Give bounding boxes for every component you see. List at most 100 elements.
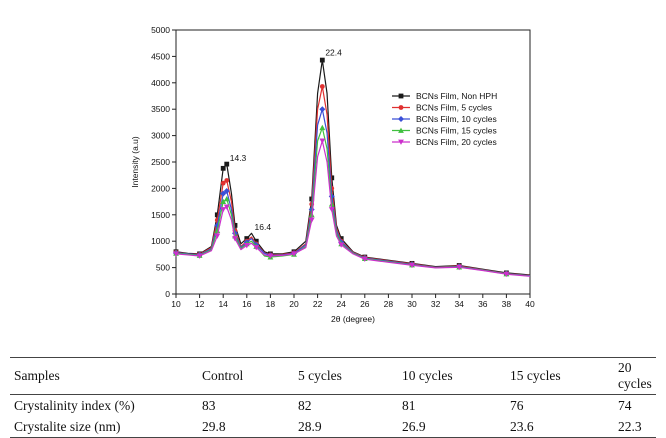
y-axis-title: Intensity (a.u) [130, 136, 140, 188]
data-point [220, 207, 227, 213]
data-point [329, 175, 335, 181]
data-point [291, 251, 297, 257]
table-cell: Crystalinity index (%) [14, 397, 135, 413]
legend-label: BCNs Film, 10 cycles [416, 114, 497, 124]
table-cell: 74 [618, 397, 632, 413]
data-point [328, 207, 335, 213]
table-cell: 22.3 [618, 418, 642, 434]
x-axis-title: 2θ (degree) [331, 314, 375, 324]
table-header-cell: Control [202, 368, 244, 383]
x-tick-label: 12 [195, 299, 205, 309]
axes-layer: 10 12 14 16 18 20 22 24 26 28 30 32 34 36 38 40 0 500 1000… [151, 25, 535, 309]
y-tick-label: 1000 [151, 236, 170, 246]
y-tick-label: 3000 [151, 131, 170, 141]
x-tick-label: 10 [171, 299, 181, 309]
x-tick-label: 14 [218, 299, 228, 309]
data-point [224, 161, 230, 167]
table-cell: 83 [202, 397, 216, 413]
table-cell: Crystalite size (nm) [14, 418, 121, 434]
legend-label: BCNs Film, 20 cycles [416, 137, 497, 147]
data-point [398, 139, 404, 145]
data-point [253, 238, 259, 244]
data-point [223, 188, 230, 195]
peak-label: 14.3 [230, 153, 247, 163]
data-point [456, 264, 463, 271]
series-layer [173, 57, 531, 278]
data-point [398, 105, 404, 110]
data-point [220, 165, 226, 171]
table-cell: 26.9 [402, 418, 426, 434]
table-row: Crystalinity index (%) 83 82 81 76 74 [10, 395, 656, 417]
annotations-layer: 14.3 16.4 22.4 [230, 47, 342, 232]
data-point [220, 198, 227, 204]
data-point [253, 245, 260, 251]
table-header-cell: 20 cycles [618, 360, 652, 391]
data-point [338, 242, 345, 248]
table-header-row: Samples Control 5 cycles 10 cycles 15 cy… [10, 357, 656, 395]
x-tick-label: 18 [266, 299, 276, 309]
legend-label: BCNs Film, Non HPH [416, 91, 497, 101]
table-row: Crystalite size (nm) 29.8 28.9 26.9 23.6… [10, 416, 656, 438]
x-tick-label: 40 [525, 299, 535, 309]
x-tick-label: 22 [313, 299, 323, 309]
data-point [223, 196, 230, 202]
x-tick-label: 34 [454, 299, 464, 309]
x-tick-label: 36 [478, 299, 488, 309]
data-point [503, 271, 510, 278]
table-cell: 23.6 [510, 418, 534, 434]
table-header-cell: Samples [14, 368, 60, 383]
table-cell: 81 [402, 397, 416, 413]
table-cell: 28.9 [298, 418, 322, 434]
peak-label: 16.4 [255, 222, 272, 232]
x-tick-label: 28 [384, 299, 394, 309]
data-point [232, 222, 238, 228]
y-tick-label: 3500 [151, 104, 170, 114]
data-point [214, 233, 221, 239]
data-point [398, 93, 404, 99]
x-tick-label: 32 [431, 299, 441, 309]
data-point [232, 236, 238, 242]
data-point [173, 251, 179, 257]
data-point [220, 180, 226, 186]
data-point [409, 262, 415, 269]
data-point [319, 106, 326, 113]
data-point [220, 190, 227, 197]
data-point [308, 217, 315, 223]
table-cell: 76 [510, 397, 524, 413]
y-tick-label: 2000 [151, 183, 170, 193]
table-cell: 82 [298, 397, 312, 413]
data-point [243, 243, 250, 249]
x-tick-label: 24 [336, 299, 346, 309]
x-tick-label: 16 [242, 299, 252, 309]
peak-label: 22.4 [325, 47, 342, 57]
x-tick-label: 30 [407, 299, 417, 309]
table-header-cell: 10 cycles [402, 368, 453, 383]
y-tick-label: 0 [165, 289, 170, 299]
y-tick-label: 5000 [151, 25, 170, 35]
data-point [319, 124, 326, 131]
data-point [398, 127, 404, 133]
x-tick-label: 38 [502, 299, 512, 309]
data-point [244, 236, 250, 241]
table-header-cell: 15 cycles [510, 368, 561, 383]
table-cell: 29.8 [202, 418, 226, 434]
data-point [319, 138, 326, 144]
legend-label: BCNs Film, 15 cycles [416, 126, 497, 136]
data-point [319, 84, 325, 89]
data-point [224, 178, 230, 183]
results-table: Samples Control 5 cycles 10 cycles 15 cy… [10, 357, 656, 438]
data-point [338, 236, 344, 241]
y-tick-label: 1500 [151, 210, 170, 220]
y-tick-label: 4000 [151, 78, 170, 88]
xrd-chart: 10 12 14 16 18 20 22 24 26 28 30 32 34 36 38 40 0 500 1000… [130, 25, 535, 324]
data-point [223, 204, 230, 210]
y-tick-label: 4500 [151, 51, 170, 61]
data-point [361, 256, 368, 263]
data-point [319, 57, 325, 63]
data-point [196, 253, 203, 259]
data-point [267, 253, 274, 259]
table-header-cell: 5 cycles [298, 368, 342, 383]
data-point [398, 116, 404, 122]
legend-label: BCNs Film, 5 cycles [416, 103, 492, 113]
